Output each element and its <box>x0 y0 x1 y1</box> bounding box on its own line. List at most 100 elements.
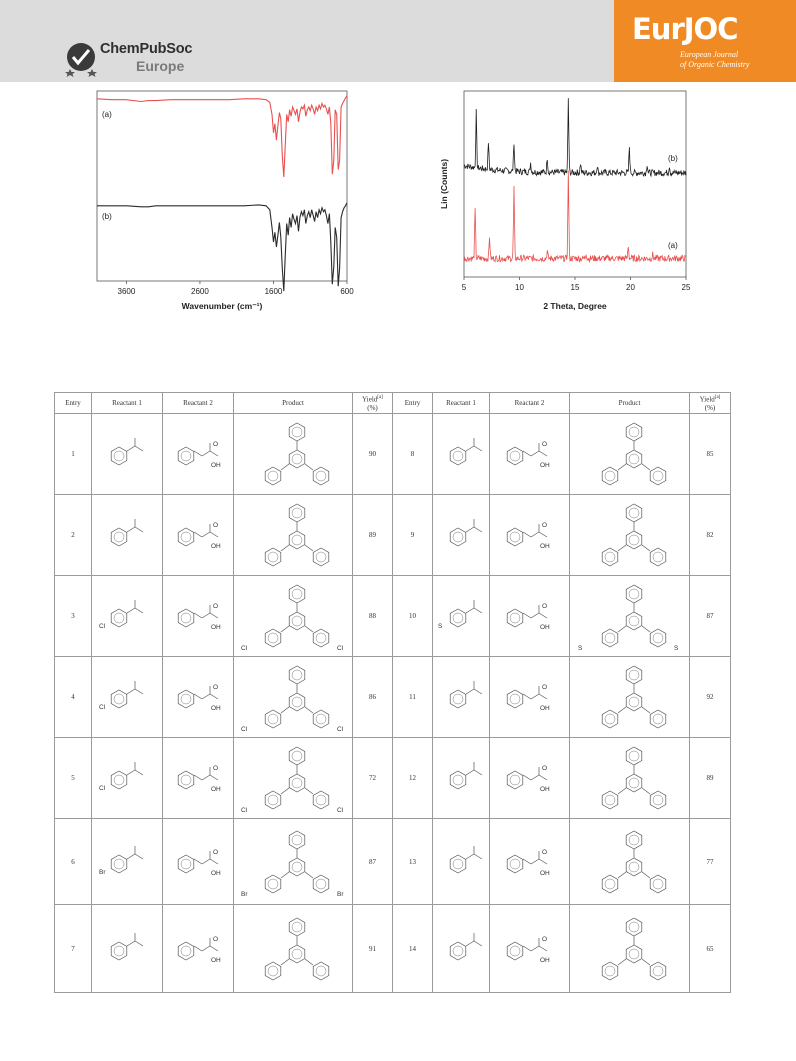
svg-text:OH: OH <box>211 624 221 631</box>
yield-cell: 86 <box>352 656 393 738</box>
reactant2-structure: O OH <box>506 684 550 712</box>
reactant1-structure <box>449 681 483 709</box>
svg-text:Cl: Cl <box>241 807 248 814</box>
ftir-series-label-b: (b) <box>102 212 112 221</box>
reactant1-structure <box>110 932 144 960</box>
yield-cell: 87 <box>689 575 731 657</box>
product-cell <box>569 656 690 738</box>
product-structure <box>264 422 330 486</box>
svg-text:Br: Br <box>99 869 106 876</box>
svg-text:O: O <box>213 936 218 943</box>
yield-cell: 65 <box>689 904 731 993</box>
svg-text:S: S <box>578 645 583 652</box>
svg-text:Cl: Cl <box>337 807 344 814</box>
product-cell <box>569 494 690 576</box>
svg-text:OH: OH <box>540 705 550 712</box>
reactant1-cell: Cl <box>91 575 163 657</box>
svg-text:OH: OH <box>211 543 221 550</box>
reactant2-cell: O OH <box>489 818 570 905</box>
yield-cell: 72 <box>352 737 393 819</box>
entry-cell: 10 <box>392 575 433 657</box>
svg-text:OH: OH <box>211 870 221 877</box>
reactant1-structure: Cl <box>99 600 144 630</box>
xrd-ylabel: Lin (Counts) <box>439 159 449 209</box>
reactant1-structure <box>449 438 483 466</box>
svg-text:O: O <box>213 603 218 610</box>
reactant1-structure <box>449 762 483 790</box>
product-structure: Br Br <box>241 830 344 898</box>
reactant2-structure: O OH <box>177 765 221 793</box>
svg-text:Cl: Cl <box>99 623 106 630</box>
svg-text:OH: OH <box>540 957 550 964</box>
ftir-xtick-label: 3600 <box>118 287 136 296</box>
reactant1-structure: Cl <box>99 762 144 792</box>
reactant2-cell: O OH <box>162 904 234 993</box>
yield-cell: 85 <box>689 413 731 495</box>
xrd-xtick-label: 5 <box>462 283 467 292</box>
product-structure <box>601 917 666 980</box>
svg-text:O: O <box>542 936 547 943</box>
product-cell: Cl Cl <box>233 656 353 738</box>
xrd-pattern-chart: 5 10 15 20 25 (b) (a) Lin (Counts) 2 Theta, … <box>439 90 691 311</box>
table-row: 1 O OH 90 8 O OH 85 <box>54 413 731 495</box>
ftir-spectrum-chart: 3600 2600 1600 600 (a) (b) Wavenumber (cm⁻¹… <box>96 90 354 311</box>
xrd-xtick-label: 15 <box>571 283 580 292</box>
entry-cell: 14 <box>392 904 433 993</box>
reactant2-structure: O OH <box>177 603 221 631</box>
xrd-xtick-label: 20 <box>626 283 635 292</box>
reactant1-cell <box>432 413 490 495</box>
journal-logo-box <box>614 0 796 82</box>
product-cell <box>569 413 690 495</box>
product-structure: Cl Cl <box>241 746 344 814</box>
reactant1-structure: S <box>438 600 483 630</box>
reactant1-cell <box>432 494 490 576</box>
xrd-plot-frame <box>463 90 687 278</box>
xrd-xtick-label: 10 <box>515 283 524 292</box>
svg-text:O: O <box>213 522 218 529</box>
reactant2-structure: O OH <box>506 603 550 631</box>
product-cell <box>233 904 353 993</box>
reactant2-structure: O OH <box>506 849 550 877</box>
header-reactant1: Reactant 1 <box>432 392 490 414</box>
svg-text:O: O <box>213 684 218 691</box>
yield-cell: 92 <box>689 656 731 738</box>
svg-text:O: O <box>213 441 218 448</box>
entry-cell: 8 <box>392 413 433 495</box>
yield-cell: 89 <box>689 737 731 819</box>
header-reactant1: Reactant 1 <box>91 392 163 414</box>
svg-text:OH: OH <box>211 786 221 793</box>
reactant2-cell: O OH <box>489 737 570 819</box>
svg-text:OH: OH <box>540 870 550 877</box>
publisher-name: ChemPubSoc <box>100 41 193 57</box>
product-structure <box>601 830 666 893</box>
entry-cell: 7 <box>54 904 92 993</box>
svg-text:O: O <box>542 441 547 448</box>
svg-text:O: O <box>542 603 547 610</box>
header-product: Product <box>569 392 690 414</box>
product-cell <box>233 494 353 576</box>
yield-cell: 87 <box>352 818 393 905</box>
reactant2-structure: O OH <box>177 441 221 469</box>
ftir-xlabel: Wavenumber (cm⁻¹) <box>182 301 263 311</box>
svg-text:Cl: Cl <box>337 726 344 733</box>
header-entry: Entry <box>392 392 433 414</box>
yield-cell: 82 <box>689 494 731 576</box>
reactant2-structure: O OH <box>177 849 221 877</box>
table-row: 5 Cl O OH Cl Cl 72 12 O OH 89 <box>54 737 731 819</box>
journal-name-line2: of Organic Chemistry <box>680 60 750 69</box>
product-cell <box>233 413 353 495</box>
svg-text:S: S <box>438 623 443 630</box>
entry-cell: 2 <box>54 494 92 576</box>
reactant2-cell: O OH <box>162 494 234 576</box>
svg-text:Cl: Cl <box>241 726 248 733</box>
reactant1-structure <box>449 519 483 547</box>
ftir-series-label-a: (a) <box>102 110 112 119</box>
svg-text:O: O <box>213 849 218 856</box>
product-cell: Br Br <box>233 818 353 905</box>
entry-cell: 3 <box>54 575 92 657</box>
header-entry: Entry <box>54 392 92 414</box>
xrd-series-line-b <box>463 98 687 178</box>
table-row: 4 Cl O OH Cl Cl 86 11 O OH 92 <box>54 656 731 738</box>
reactant1-structure: Cl <box>99 681 144 711</box>
